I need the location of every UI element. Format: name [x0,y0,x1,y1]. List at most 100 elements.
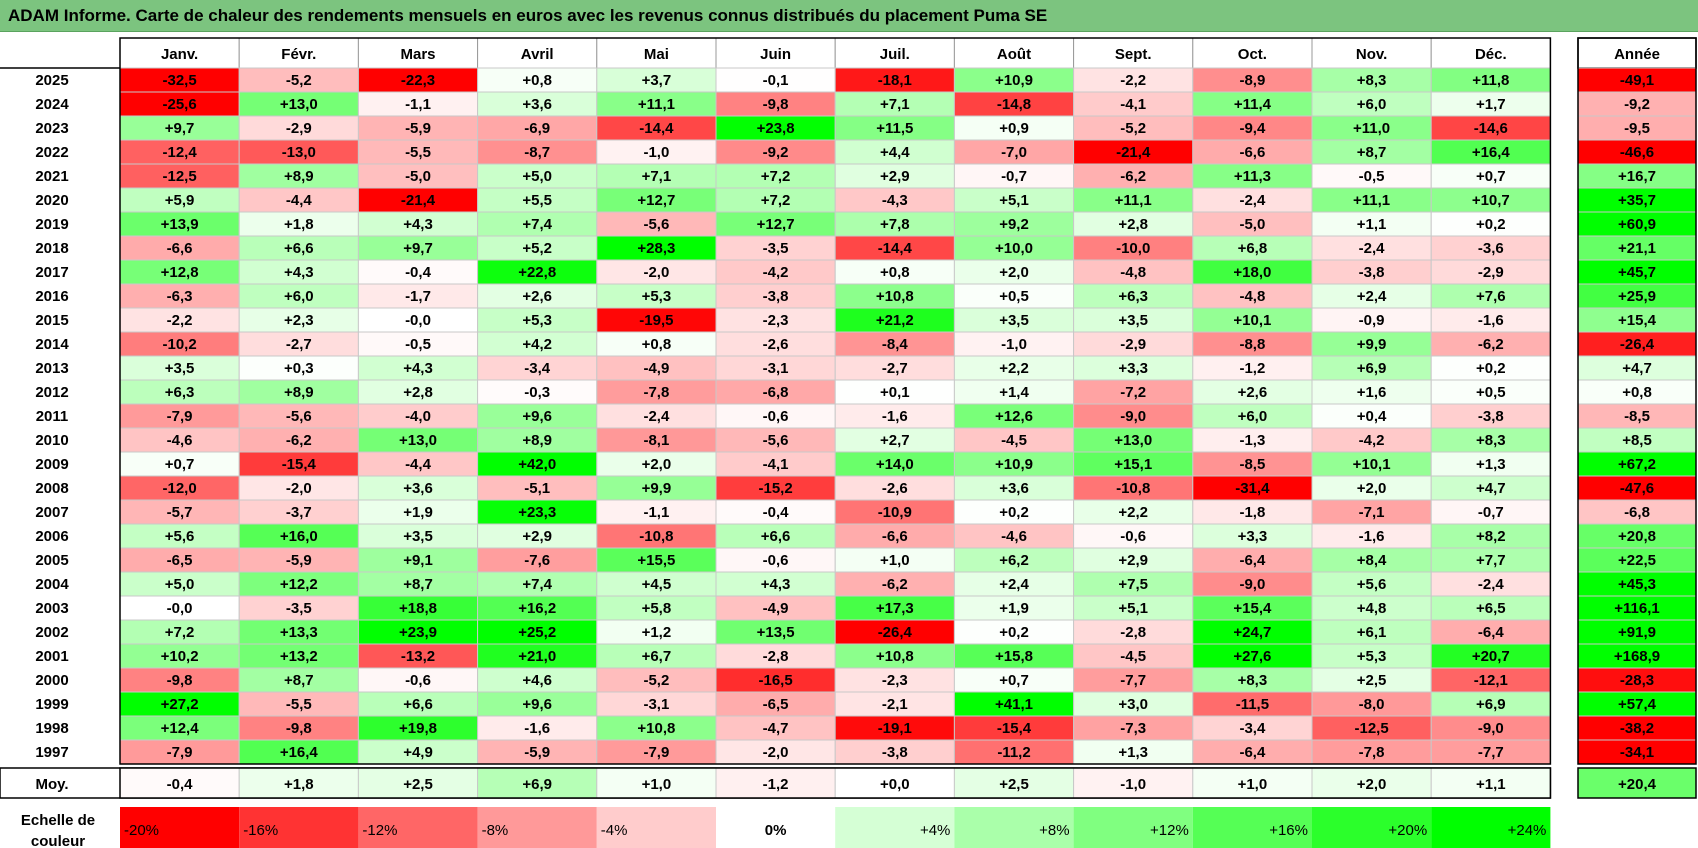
heatmap-cell-value: +6,7 [642,648,672,665]
heatmap-cell-value: +11,1 [1115,192,1152,209]
year-label: 2006 [35,528,68,545]
heatmap-cell-value: +7,5 [1118,576,1148,593]
heatmap-cell [1430,427,1551,453]
heatmap-cell-value: +0,3 [284,360,314,377]
heatmap-cell [834,403,955,429]
heatmap-cell [119,643,240,669]
scale-label-line2: couleur [31,833,85,848]
heatmap-cell-value: +12,8 [161,264,199,281]
heatmap-cell-value: +22,8 [518,264,556,281]
heatmap-cell-value: +42,0 [518,456,556,473]
heatmap-cell [1073,595,1194,621]
annual-cell-value: -8,5 [1624,408,1650,425]
heatmap-cell [119,259,240,285]
heatmap-cell-value: -32,5 [162,72,196,89]
heatmap-cell [953,67,1075,93]
heatmap-cell-value: -0,1 [763,72,789,89]
heatmap-cell-value: +10,0 [995,240,1033,257]
heatmap-cell [834,427,955,453]
heatmap-cell-value: -0,4 [763,504,790,521]
heatmap-cell-value: +10,2 [161,648,199,665]
heatmap-cell [477,307,598,333]
heatmap-cell [1311,691,1432,717]
heatmap-cell-value: -5,0 [1239,216,1265,233]
heatmap-cell-value: -7,9 [167,408,193,425]
heatmap-cell-value: +3,5 [999,312,1029,329]
heatmap-cell-value: +23,8 [757,120,795,137]
heatmap-cell [357,547,479,573]
heatmap-cell-value: -2,1 [882,696,908,713]
heatmap-cell [1430,499,1551,525]
heatmap-cell-value: +0,2 [1476,360,1506,377]
heatmap-cell-value: +1,1 [1357,216,1387,233]
heatmap-cell-value: +1,3 [1476,456,1506,473]
heatmap-cell-value: -15,4 [282,456,317,473]
heatmap-cell-value: +7,1 [642,168,672,185]
average-cell-value: +1,8 [284,776,314,793]
annual-cell-value: +35,7 [1618,192,1656,209]
heatmap-cell [1073,91,1194,117]
heatmap-cell-value: -5,6 [286,408,312,425]
heatmap-cell-value: +27,2 [161,696,199,713]
annual-cell-value: +8,5 [1622,432,1652,449]
heatmap-cell-value: -1,6 [1478,312,1504,329]
heatmap-cell [357,523,479,549]
heatmap-cell [1311,715,1432,741]
heatmap-cell-value: -31,4 [1235,480,1270,497]
heatmap-cell-value: +0,1 [880,384,910,401]
heatmap-cell-value: +3,3 [1118,360,1148,377]
heatmap-cell-value: +0,2 [999,624,1029,641]
heatmap-cell [1073,235,1194,261]
heatmap-cell-value: +5,1 [1118,600,1148,617]
heatmap-cell [596,523,717,549]
heatmap-cell-value: -0,7 [1478,504,1504,521]
annual-cell-value: -26,4 [1620,336,1655,353]
heatmap-cell [1192,163,1313,189]
heatmap-cell [357,139,479,165]
heatmap-cell [357,619,479,645]
heatmap-cell-value: -6,5 [167,552,193,569]
annual-border [1577,37,1697,765]
heatmap-cell [953,115,1075,141]
heatmap-cell [238,139,359,165]
heatmap-cell-value: -7,3 [1120,720,1146,737]
heatmap-cell-value: +1,9 [999,600,1029,617]
heatmap-cell-value: -4,7 [763,720,789,737]
heatmap-cell [953,355,1075,381]
heatmap-cell-value: +2,8 [403,384,433,401]
heatmap-cell-value: +9,9 [642,480,672,497]
heatmap-cell-value: +10,8 [637,720,675,737]
heatmap-cell-value: +1,7 [1476,96,1506,113]
heatmap-cell-value: +8,3 [1357,72,1387,89]
heatmap-cell-value: -4,3 [882,192,908,209]
heatmap-cell [1073,355,1194,381]
heatmap-cell-value: +9,7 [165,120,195,137]
heatmap-cell [238,739,359,765]
annual-cell [1577,715,1697,741]
heatmap-cell-value: -5,2 [286,72,312,89]
heatmap-cell-value: -9,8 [763,96,789,113]
heatmap-cell-value: -7,2 [1120,384,1146,401]
heatmap-cell-value: -3,8 [763,288,789,305]
year-label: 2004 [35,576,69,593]
heatmap-cell [119,691,240,717]
annual-cell-value: +25,9 [1618,288,1656,305]
heatmap-cell-value: +0,8 [522,72,552,89]
heatmap-cell-value: +13,3 [280,624,318,641]
scale-swatch [477,807,597,848]
heatmap-cell-value: +6,0 [1357,96,1387,113]
heatmap-cell-value: +13,2 [280,648,318,665]
heatmap-cell-value: +2,7 [880,432,910,449]
annual-cell-value: +45,7 [1618,264,1656,281]
heatmap-cell-value: +9,1 [403,552,433,569]
heatmap-cell-value: +11,1 [1353,192,1390,209]
heatmap-cell-value: -6,2 [882,576,908,593]
heatmap-cell-value: +8,7 [284,672,314,689]
heatmap-cell-value: -2,9 [286,120,312,137]
heatmap-cell [119,499,240,525]
heatmap-cell-value: +7,4 [522,216,552,233]
heatmap-cell-value: -6,8 [763,384,789,401]
heatmap-cell [357,307,479,333]
heatmap-cell [1311,475,1432,501]
heatmap-cell [1073,643,1194,669]
